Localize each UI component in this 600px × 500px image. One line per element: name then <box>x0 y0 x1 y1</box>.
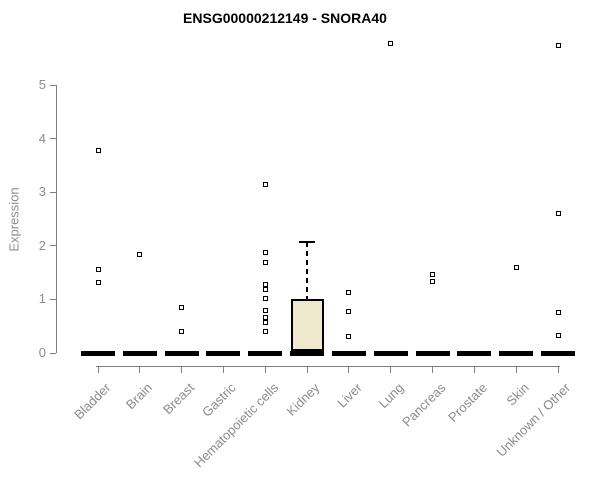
x-axis-tick <box>222 366 224 373</box>
outlier-point <box>262 287 268 293</box>
outlier-point <box>262 319 268 325</box>
median-bar <box>499 351 534 356</box>
x-axis-tick <box>515 366 517 373</box>
y-tick-label: 1 <box>38 291 46 307</box>
box <box>290 299 324 352</box>
outlier-point <box>430 272 436 278</box>
outlier-point <box>262 307 268 313</box>
y-axis-tick <box>50 352 56 354</box>
outlier-point <box>555 210 561 216</box>
median-bar <box>164 351 199 356</box>
outlier-point <box>430 278 436 284</box>
x-category-label: Breast <box>160 380 198 418</box>
median-bar <box>331 351 366 356</box>
outlier-point <box>262 181 268 187</box>
median-bar <box>290 351 325 356</box>
y-axis-tick <box>50 191 56 193</box>
x-axis-tick <box>139 366 141 373</box>
y-axis-tick <box>50 138 56 140</box>
median-bar <box>457 351 492 356</box>
y-tick-label: 5 <box>38 77 46 92</box>
outlier-point <box>513 264 519 270</box>
y-tick-label: 3 <box>38 184 46 200</box>
outlier-point <box>262 250 268 256</box>
outlier-point <box>179 305 185 311</box>
x-category-label: Bladder <box>71 380 114 423</box>
x-axis-line <box>96 366 560 367</box>
outlier-point <box>95 148 101 154</box>
x-axis-tick <box>306 366 308 373</box>
y-tick-label: 2 <box>38 237 46 253</box>
y-axis-line <box>56 85 57 353</box>
x-category-label: Prostate <box>445 380 490 425</box>
y-axis-label: Expression <box>6 187 22 252</box>
x-category-label: Unknown / Other <box>494 380 574 460</box>
x-category-label: Skin <box>503 380 532 409</box>
outlier-point <box>262 282 268 288</box>
median-bar <box>248 351 283 356</box>
outlier-point <box>262 329 268 335</box>
x-axis-tick <box>473 366 475 373</box>
x-axis-tick <box>97 366 99 373</box>
outlier-point <box>555 333 561 339</box>
outlier-point <box>346 308 352 314</box>
y-axis-tick <box>50 245 56 247</box>
median-bar <box>122 351 157 356</box>
outlier-point <box>179 329 185 335</box>
outlier-point <box>346 334 352 340</box>
whisker-cap <box>299 241 316 244</box>
x-axis-tick <box>348 366 350 373</box>
x-axis-tick <box>390 366 392 373</box>
x-category-label: Pancreas <box>398 380 449 430</box>
median-bar <box>373 351 408 356</box>
x-category-label: Lung <box>375 380 407 412</box>
outlier-point <box>555 309 561 315</box>
median-bar <box>415 351 450 356</box>
median-bar <box>541 351 575 356</box>
x-axis-tick <box>181 366 183 373</box>
median-bar <box>81 351 115 356</box>
x-category-label: Gastric <box>199 380 240 420</box>
whisker <box>306 242 309 300</box>
x-axis-tick <box>557 366 559 373</box>
outlier-point <box>346 290 352 296</box>
x-axis-tick <box>264 366 266 373</box>
outlier-point <box>262 296 268 302</box>
median-bar <box>206 351 241 356</box>
outlier-point <box>555 43 561 49</box>
outlier-point <box>95 267 101 273</box>
y-axis-tick <box>50 84 56 86</box>
y-tick-label: 4 <box>38 130 46 146</box>
outlier-point <box>262 260 268 266</box>
outlier-point <box>137 252 143 258</box>
y-tick-label: 0 <box>38 345 46 360</box>
x-axis-tick <box>432 366 434 373</box>
chart-title: ENSG00000212149 - SNORA40 <box>183 10 387 26</box>
x-category-label: Brain <box>123 380 156 413</box>
x-category-label: Liver <box>333 380 365 411</box>
y-axis-tick <box>50 298 56 300</box>
outlier-point <box>262 315 268 321</box>
x-category-label: Kidney <box>283 380 323 419</box>
outlier-point <box>95 280 101 286</box>
outlier-point <box>388 40 394 46</box>
